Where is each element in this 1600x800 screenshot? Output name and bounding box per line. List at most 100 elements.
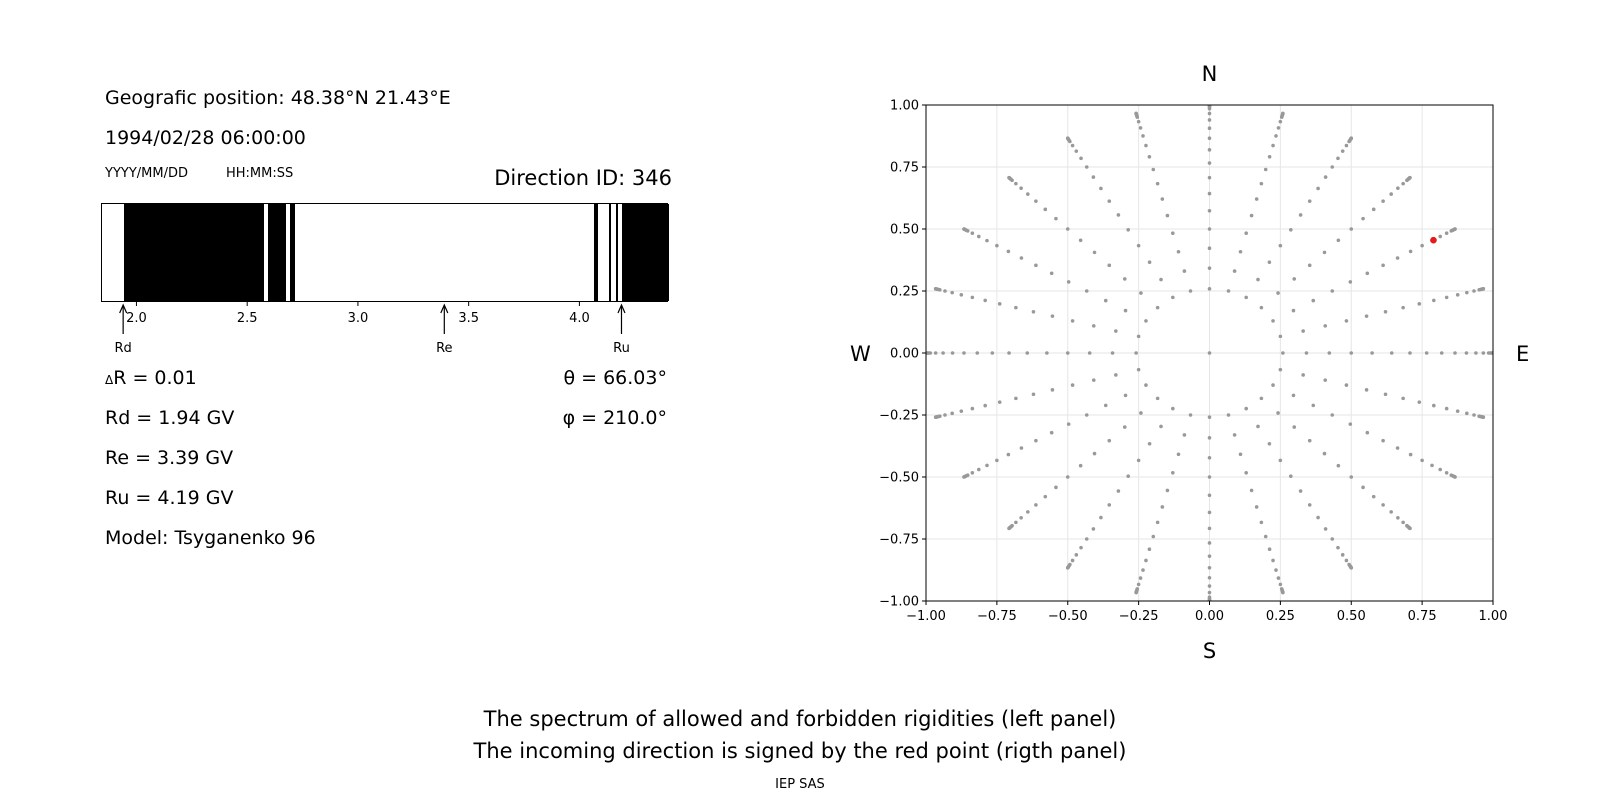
direction-point [1026,192,1030,196]
direction-point [1079,545,1083,550]
direction-point [995,458,999,463]
direction-point [1364,388,1369,392]
geographic-position: Geografic position: 48.38°N 21.43°E [105,87,451,109]
direction-point [1444,295,1449,300]
x-tick-label: 0.75 [1408,609,1437,624]
direction-point [1123,308,1128,313]
direction-point [1019,446,1024,450]
direction-point [1267,260,1272,265]
direction-point [1126,474,1130,478]
direction-point [1144,383,1148,387]
direction-point [1006,249,1011,254]
direction-point [1244,470,1248,475]
x-tick-label: −1.00 [906,609,946,624]
direction-point [1244,295,1248,300]
direction-point [1327,351,1332,355]
direction-point [1430,463,1434,468]
direction-point [1408,452,1413,457]
direction-point [1444,231,1449,236]
direction-point [1396,515,1400,520]
direction-point [1138,576,1143,580]
direction-point [1238,249,1243,254]
y-tick-label: 0.50 [890,223,919,238]
direction-point [1267,154,1272,159]
direction-point [1207,554,1212,558]
direction-point [941,351,945,355]
direction-point [1401,520,1405,525]
direction-point [1054,485,1058,490]
spectrum-tick-label: 4.0 [569,311,590,326]
direction-point [1141,134,1145,138]
compass-west: W [850,342,871,366]
direction-point [1365,271,1370,276]
direction-point [1395,446,1400,450]
direction-point [1401,396,1405,401]
direction-point [995,243,999,248]
direction-point [933,415,938,419]
x-tick-label: 1.00 [1479,609,1508,624]
direction-point [1330,289,1335,293]
direction-point [1050,388,1055,392]
direction-point [1188,289,1193,293]
direction-point [1025,351,1030,355]
direction-point [1207,136,1212,141]
direction-point [1031,309,1036,314]
y-tick-label: −1.00 [879,595,919,610]
direction-point [1092,250,1097,255]
spectrum-tick-label: 2.0 [126,311,147,326]
forbidden-band [593,204,599,301]
y-tick-label: 0.75 [890,161,919,176]
direction-point [1031,392,1036,397]
direction-point [1070,383,1075,387]
direction-point [1439,351,1444,355]
direction-point [1207,118,1212,122]
delta-r: ΔR = 0.01 [105,369,197,388]
direction-point [1123,393,1128,398]
direction-point [1453,475,1457,479]
incoming-direction-point [1430,236,1437,244]
time-format-label: HH:MM:SS [226,166,294,181]
direction-point [1271,383,1275,387]
direction-point [1107,438,1112,443]
direction-point [1349,565,1354,570]
direction-point [976,234,981,239]
direction-point [1349,227,1354,231]
direction-point [1444,470,1449,475]
direction-point [1291,308,1296,313]
direction-point [1007,175,1011,180]
direction-point [1107,199,1112,203]
rigidity-spectrum-bar [101,203,669,302]
direction-point [1207,526,1212,531]
direction-point [983,403,987,408]
direction-point [1274,568,1278,572]
direction-point [1444,406,1449,411]
direction-point [1207,161,1212,165]
direction-point [1136,458,1141,463]
direction-point [1074,149,1079,153]
direction-point [1122,425,1127,429]
direction-point [1171,231,1175,236]
direction-point [1136,334,1141,339]
direction-point [1259,181,1264,186]
direction-point [1336,545,1340,550]
direction-point [1116,213,1121,217]
direction-point [1256,424,1260,429]
direction-point [997,302,1002,306]
direction-point [959,409,964,413]
direction-point [1232,269,1237,273]
direction-point [1424,351,1429,355]
direction-point [1165,488,1170,493]
direction-point [1078,238,1083,243]
direction-point [1267,547,1272,552]
direction-point [962,227,966,231]
direction-id: Direction ID: 346 [494,166,672,190]
direction-point [1278,119,1283,124]
direction-point [1151,167,1156,172]
direction-point [1381,199,1385,203]
delta-r-value: R = 0.01 [113,367,197,389]
direction-point [1336,156,1340,161]
spectrum-tick-label: 3.5 [458,311,479,326]
direction-point [1408,249,1413,254]
direction-point [1176,452,1181,457]
direction-point [1316,515,1320,520]
